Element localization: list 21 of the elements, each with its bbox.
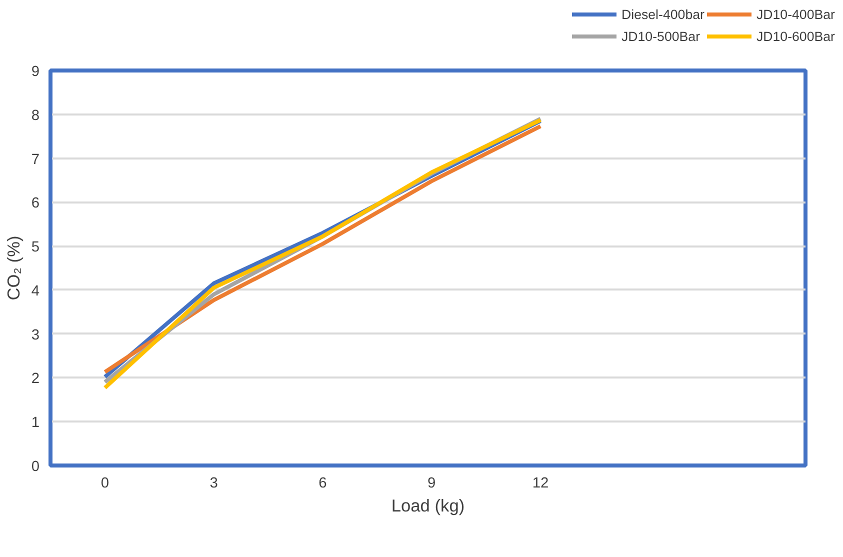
y-tick-label: 4	[31, 283, 40, 300]
x-tick-label: 12	[532, 476, 549, 492]
legend-label: JD10-600Bar	[756, 28, 835, 44]
x-tick-label: 0	[100, 476, 110, 492]
legend-label: Diesel-400bar	[621, 6, 704, 22]
y-tick-label: 2	[31, 371, 40, 388]
y-tick-label: 3	[31, 327, 40, 344]
x-axis-title: Load (kg)	[391, 496, 465, 516]
y-tick-label: 8	[31, 108, 40, 124]
y-tick-label: 0	[31, 459, 40, 475]
y-tick-label: 5	[31, 240, 40, 256]
legend-label: JD10-500Bar	[621, 28, 700, 44]
y-tick-label: 1	[31, 415, 40, 432]
x-tick-label: 9	[428, 476, 436, 492]
legend-label: JD10-400Bar	[756, 6, 835, 22]
y-tick-label: 9	[31, 64, 40, 80]
y-tick-label: 6	[31, 196, 40, 212]
y-axis-title: CO₂ (%)	[3, 236, 24, 300]
x-tick-label: 3	[210, 476, 218, 492]
y-tick-label: 7	[31, 152, 40, 168]
x-tick-label: 6	[318, 476, 327, 492]
